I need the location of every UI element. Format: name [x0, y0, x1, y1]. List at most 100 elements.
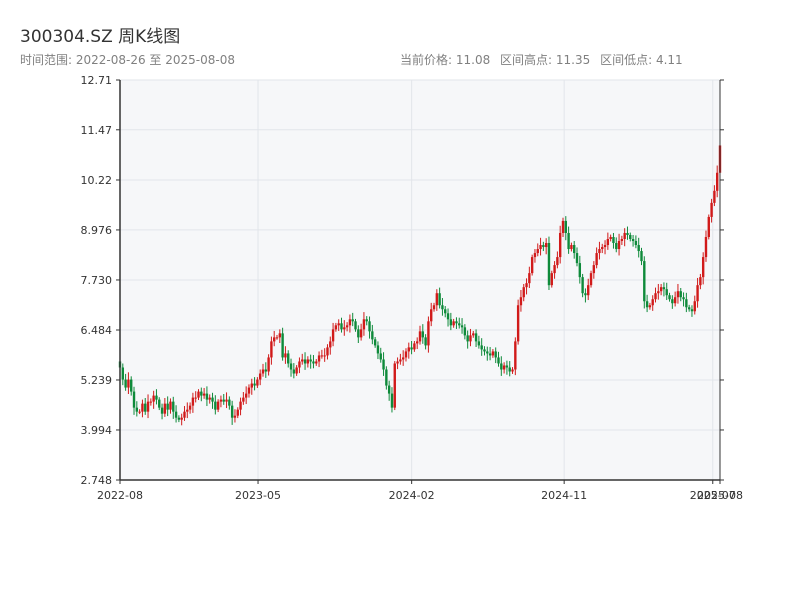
candle-up — [418, 331, 422, 342]
candle-up — [693, 301, 696, 312]
candle-up — [345, 325, 349, 328]
candle-up — [587, 285, 590, 296]
candle-up — [415, 341, 419, 344]
candle-up — [163, 403, 167, 414]
candle-down — [211, 397, 214, 402]
candle-up — [219, 399, 223, 402]
x-tick-label: 2025-07 — [690, 489, 736, 502]
y-tick-label: 2.748 — [81, 474, 113, 487]
candle-down — [477, 341, 481, 346]
candle-down — [309, 359, 312, 362]
candle-up — [186, 409, 189, 412]
candle-down — [508, 367, 511, 372]
x-tick-label: 2024-02 — [389, 489, 435, 502]
candle-down — [135, 407, 139, 412]
candle-down — [177, 417, 181, 420]
candle-down — [438, 293, 441, 306]
y-tick-label: 6.484 — [81, 324, 113, 337]
candle-up — [544, 243, 548, 248]
candle-down — [410, 347, 413, 350]
range-low: 区间低点: 4.11 — [600, 53, 683, 67]
candle-up — [244, 393, 248, 398]
candle-down — [382, 359, 385, 370]
candle-up — [149, 401, 153, 403]
candle-down — [483, 349, 486, 352]
candle-down — [460, 325, 464, 328]
y-tick-label: 8.976 — [81, 224, 113, 237]
candle-down — [312, 361, 315, 364]
axes — [116, 79, 724, 484]
candle-up — [343, 327, 346, 330]
candle-down — [205, 393, 209, 400]
candle-up — [699, 277, 702, 286]
candle-up — [295, 367, 298, 374]
candle-up — [256, 379, 259, 386]
candle-up — [673, 297, 677, 304]
candle-up — [598, 249, 601, 254]
candle-down — [575, 253, 579, 264]
candle-down — [281, 333, 284, 358]
candle-up — [247, 387, 251, 394]
candle-down — [449, 319, 453, 326]
candle-down — [303, 359, 307, 364]
candle-down — [376, 345, 380, 354]
candle-up — [452, 321, 455, 326]
candle-down — [455, 321, 458, 324]
x-tick-label: 2022-08 — [97, 489, 143, 502]
x-axis-labels: 2022-08 2023-05 2024-02 2024-11 2025-072025-… — [97, 489, 743, 502]
candle-up — [413, 343, 416, 350]
y-tick-label: 3.994 — [81, 424, 113, 437]
candle-up — [469, 335, 472, 342]
candle-down — [144, 403, 147, 412]
candle-up — [334, 325, 338, 330]
candle-down — [547, 243, 551, 286]
candles-layer — [118, 142, 722, 426]
candle-up — [138, 411, 141, 413]
candle-down — [542, 245, 545, 248]
candle-down — [629, 234, 632, 240]
candle-down — [421, 331, 425, 338]
candle-down — [665, 289, 668, 296]
candle-down — [160, 407, 164, 414]
candle-down — [172, 401, 175, 412]
candle-up — [553, 265, 556, 274]
candle-down — [634, 241, 638, 246]
candle-up — [654, 293, 657, 300]
candle-down — [390, 393, 394, 408]
candle-down — [174, 411, 178, 418]
candle-up — [525, 283, 528, 288]
candle-up — [180, 417, 183, 420]
candle-up — [427, 321, 430, 346]
candle-up — [696, 285, 699, 302]
candle-down — [458, 323, 461, 326]
candle-down — [230, 405, 234, 418]
candle-down — [637, 245, 640, 252]
candle-down — [573, 245, 576, 254]
candle-up — [239, 401, 242, 410]
candle-down — [289, 363, 293, 370]
candle-down — [124, 379, 127, 388]
candle-down — [357, 329, 360, 338]
candle-up — [407, 347, 410, 352]
candle-up — [715, 172, 719, 191]
current-price: 当前价格: 11.08 — [400, 53, 491, 67]
candle-up — [472, 333, 475, 336]
candle-down — [444, 309, 447, 314]
candle-up — [511, 369, 514, 372]
candle-up — [623, 232, 626, 240]
candle-up — [556, 257, 559, 266]
candle-down — [253, 383, 256, 386]
candle-down — [685, 299, 688, 308]
candle-down — [158, 399, 161, 408]
y-tick-label: 5.239 — [81, 374, 113, 387]
candle-up — [267, 357, 270, 372]
candle-down — [497, 357, 500, 364]
candle-up — [603, 245, 607, 248]
candle-up — [191, 397, 195, 406]
candle-down — [200, 391, 203, 396]
candle-up — [676, 291, 680, 298]
candle-up — [258, 373, 262, 380]
candle-up — [315, 361, 318, 364]
candle-up — [601, 247, 604, 250]
